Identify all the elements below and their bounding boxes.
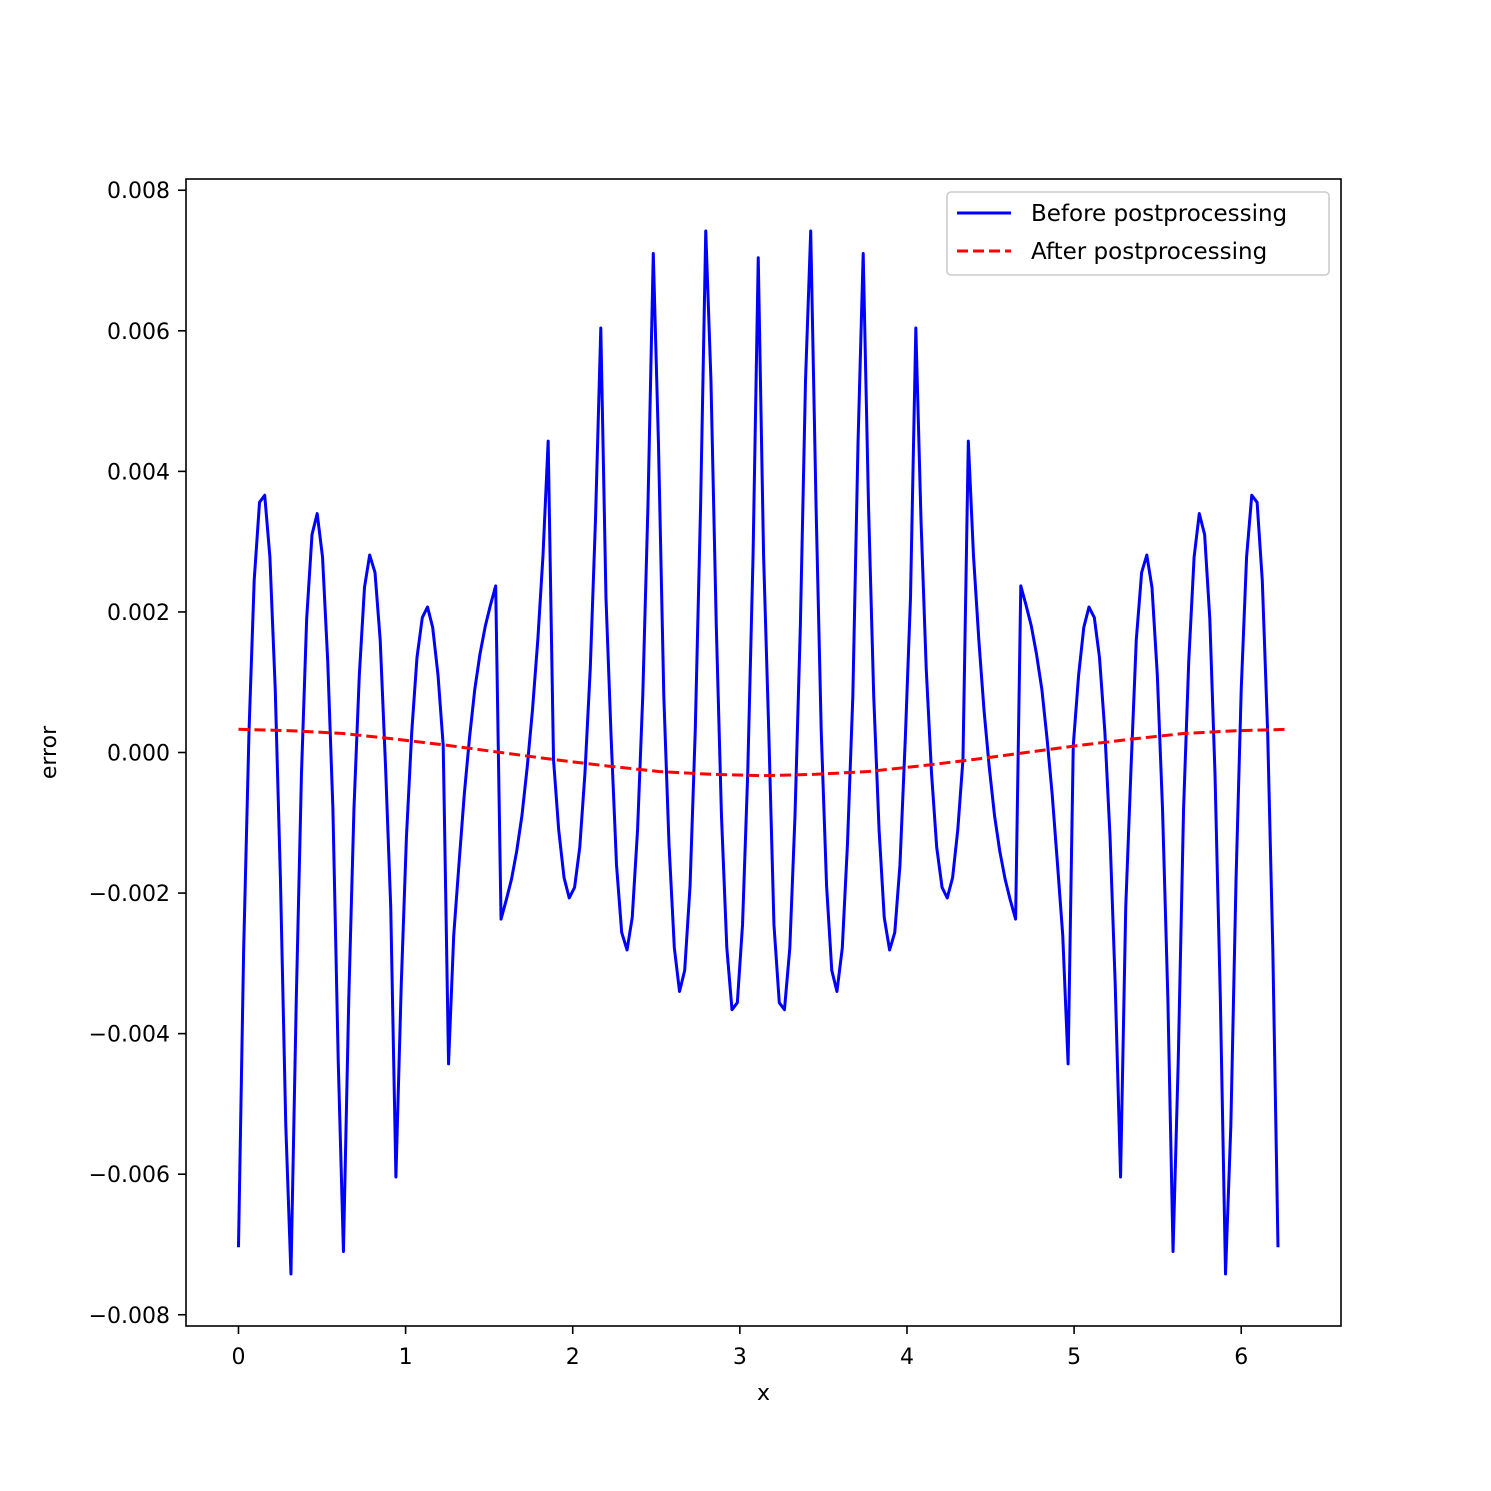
y-tick-label: 0.006: [107, 320, 170, 345]
y-tick-label: 0.000: [107, 742, 170, 767]
x-tick-label: 4: [900, 1345, 914, 1370]
x-tick-label: 5: [1067, 1345, 1081, 1370]
plot-frame: [185, 178, 1342, 1327]
x-tick-label: 2: [566, 1345, 580, 1370]
legend-label-0: Before postprocessing: [1031, 201, 1287, 227]
y-tick-label: 0.008: [107, 179, 170, 204]
y-tick-label: −0.004: [89, 1023, 170, 1048]
legend: Before postprocessing After postprocessin…: [946, 191, 1330, 276]
y-axis-ticks: −0.008 −0.006 −0.004 −0.002 0.000 0.002 0.004 0…: [89, 179, 186, 1329]
y-tick-label: 0.002: [107, 601, 170, 626]
y-tick-label: −0.002: [89, 882, 170, 907]
x-tick-label: 3: [733, 1345, 747, 1370]
series-line-0: [236, 229, 1280, 1276]
y-tick-label: −0.008: [89, 1304, 170, 1329]
x-tick-label: 6: [1234, 1345, 1248, 1370]
x-axis-ticks: 0 1 2 3 4 5 6: [231, 1326, 1248, 1370]
legend-box: [946, 191, 1330, 276]
y-axis-label: error: [37, 725, 62, 779]
legend-label-1: After postprocessing: [1031, 239, 1267, 265]
y-tick-label: −0.006: [89, 1163, 170, 1188]
x-tick-label: 1: [399, 1345, 413, 1370]
x-tick-label: 0: [231, 1345, 245, 1370]
x-axis-label: x: [757, 1381, 770, 1406]
y-tick-label: 0.004: [107, 460, 170, 485]
series-layer: [236, 229, 1289, 1276]
